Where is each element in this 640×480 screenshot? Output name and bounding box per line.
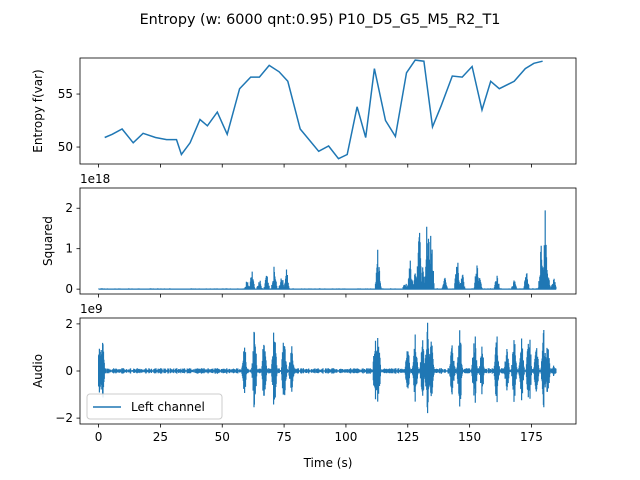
xtick-label: 175 [520,430,543,444]
xtick-label: 150 [458,430,481,444]
x-axis-label: Time (s) [303,456,353,470]
squared-ytick-label: 1 [65,242,73,256]
audio-series-signal [98,322,557,414]
audio-panel: 1e9 Audio −2 0 2 Left channel [31,302,577,428]
entropy-panel: Entropy f(var) 50 55 [31,57,577,168]
xtick-label: 100 [334,430,357,444]
entropy-ylabel: Entropy f(var) [31,69,45,152]
chart-title: Entropy (w: 6000 qnt:0.95) P10_D5_G5_M5_… [140,12,501,28]
entropy-ytick-label: 50 [58,140,73,154]
squared-series-signal [98,210,557,290]
audio-offset-text: 1e9 [80,302,103,316]
entropy-series-line [104,59,543,160]
xtick-label: 125 [396,430,419,444]
xtick-label: 0 [95,430,103,444]
squared-ytick-label: 0 [65,282,73,296]
legend-label: Left channel [131,400,205,414]
audio-ytick-label: 0 [65,364,73,378]
audio-ylabel: Audio [31,354,45,388]
entropy-ytick-label: 55 [58,87,73,101]
xtick-label: 25 [153,430,168,444]
squared-ylabel: Squared [41,216,55,266]
squared-axes-frame [79,187,577,295]
squared-ytick-label: 2 [65,201,73,215]
entropy-axes-frame [79,57,577,165]
legend: Left channel [86,393,223,420]
xtick-label: 50 [215,430,230,444]
squared-panel: 1e18 Squared 0 1 2 [41,172,577,298]
legend-box [86,393,223,420]
xtick-label: 75 [276,430,291,444]
audio-ytick-label: −2 [55,411,73,425]
audio-ytick-label: 2 [65,317,73,331]
squared-offset-text: 1e18 [80,172,110,186]
